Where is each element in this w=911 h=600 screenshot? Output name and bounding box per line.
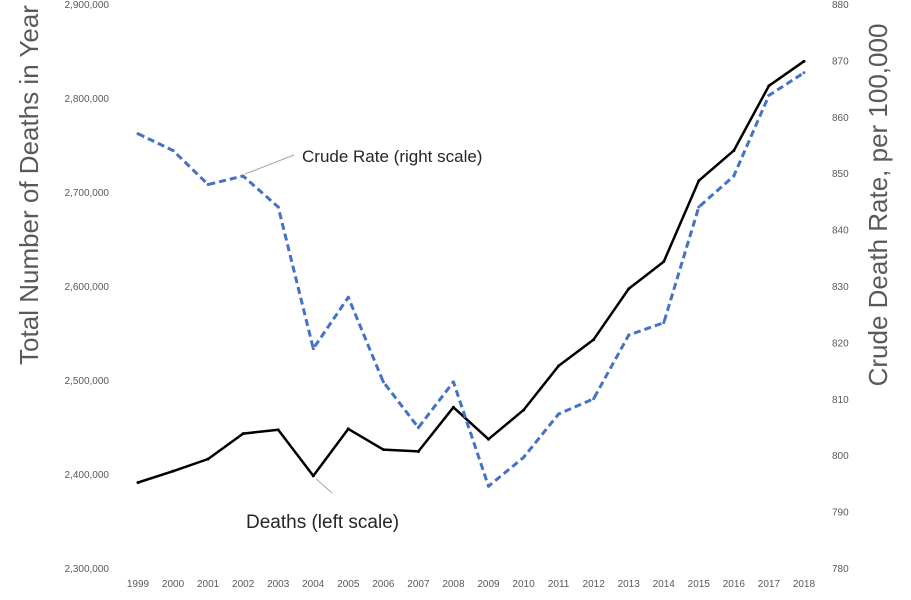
deaths-data-point: [627, 287, 631, 291]
x-tick-label: 2003: [267, 579, 290, 590]
left-tick-label: 2,600,000: [65, 282, 110, 293]
left-tick-label: 2,700,000: [65, 188, 110, 199]
deaths-data-point: [592, 338, 596, 342]
x-tick-label: 1999: [127, 579, 150, 590]
right-tick-label: 800: [832, 451, 849, 462]
x-tick-label: 2007: [407, 579, 430, 590]
x-tick-label: 2010: [512, 579, 535, 590]
right-tick-label: 820: [832, 338, 849, 349]
crude-rate-leader-line: [244, 154, 295, 175]
deaths-data-point: [171, 469, 175, 473]
right-tick-label: 860: [832, 113, 849, 124]
x-tick-label: 2016: [723, 579, 746, 590]
deaths-annotation: Deaths (left scale): [246, 512, 399, 533]
crude-rate-series-line: [137, 71, 805, 488]
deaths-data-point: [732, 149, 736, 153]
right-tick-label: 880: [832, 0, 849, 11]
right-tick-label: 780: [832, 564, 849, 575]
crude-rate-data-point: [451, 380, 455, 384]
crude-rate-data-point: [241, 174, 245, 178]
crude-rate-data-point: [206, 182, 210, 186]
crude-rate-data-point: [171, 149, 175, 153]
crude-rate-data-point: [767, 93, 771, 97]
right-tick-label: 840: [832, 226, 849, 237]
crude-rate-data-point: [136, 132, 140, 136]
x-tick-label: 2009: [477, 579, 500, 590]
right-tick-label: 810: [832, 395, 849, 406]
crude-rate-data-point: [802, 71, 806, 75]
crude-rate-data-point: [381, 380, 385, 384]
crude-rate-data-point: [416, 426, 420, 430]
left-axis-title: Total Number of Deaths in Year: [14, 5, 44, 365]
x-tick-label: 2002: [232, 579, 255, 590]
x-tick-label: 2013: [618, 579, 641, 590]
x-tick-label: 2011: [548, 579, 570, 590]
deaths-data-point: [381, 448, 385, 452]
crude-rate-data-point: [697, 205, 701, 209]
left-tick-label: 2,900,000: [65, 0, 110, 11]
deaths-data-point: [206, 457, 210, 461]
x-tick-label: 2014: [653, 579, 676, 590]
crude-rate-data-point: [311, 347, 315, 351]
crude-rate-data-point: [346, 295, 350, 299]
left-axis-tick-labels: 2,300,000 2,400,000 2,500,000 2,600,000 2,70…: [65, 0, 110, 575]
crude-rate-data-point: [487, 484, 490, 488]
deaths-data-point: [662, 260, 666, 264]
right-tick-label: 850: [832, 169, 849, 180]
x-tick-label: 2012: [583, 579, 606, 590]
left-tick-label: 2,500,000: [65, 376, 110, 387]
right-axis-tick-labels: 780 790 800 810 820 830 840 850 860 870 880: [832, 0, 849, 575]
x-tick-label: 2004: [302, 579, 325, 590]
x-tick-label: 2017: [758, 579, 781, 590]
crude-rate-data-point: [592, 397, 596, 401]
deaths-data-point: [276, 428, 280, 432]
x-tick-label: 2008: [442, 579, 465, 590]
x-tick-label: 2015: [688, 579, 711, 590]
x-tick-label: 2006: [372, 579, 395, 590]
deaths-data-point: [346, 427, 350, 431]
deaths-data-point: [487, 437, 490, 441]
deaths-data-point: [311, 474, 315, 478]
right-tick-label: 790: [832, 508, 849, 519]
right-axis-title: Crude Death Rate, per 100,000: [863, 24, 893, 387]
deaths-data-point: [802, 59, 806, 63]
left-tick-label: 2,800,000: [65, 94, 110, 105]
crude-rate-annotation: Crude Rate (right scale): [302, 147, 482, 166]
x-tick-label: 2000: [162, 579, 185, 590]
deaths-leader-line: [315, 478, 333, 494]
deaths-data-point: [451, 405, 455, 409]
x-axis-tick-labels: 1999 2000 2001 2002 2003 2004 2005 2006 2007 2008…: [127, 579, 816, 590]
deaths-data-point: [136, 480, 140, 484]
crude-rate-data-point: [627, 333, 631, 337]
deaths-data-point: [767, 84, 771, 88]
x-tick-label: 2001: [197, 579, 220, 590]
crude-rate-data-point: [732, 174, 736, 178]
crude-rate-data-point: [522, 455, 526, 459]
crude-rate-data-point: [276, 205, 280, 209]
x-tick-label: 2018: [793, 579, 816, 590]
left-tick-label: 2,300,000: [65, 564, 110, 575]
series-layer: [136, 59, 806, 488]
right-tick-label: 870: [832, 56, 849, 67]
left-tick-label: 2,400,000: [65, 470, 110, 481]
right-tick-label: 830: [832, 282, 849, 293]
deaths-data-point: [241, 432, 245, 436]
crude-rate-data-point: [662, 321, 666, 325]
x-tick-label: 2005: [337, 579, 360, 590]
deaths-data-point: [522, 408, 526, 412]
annotation-layer: Crude Rate (right scale) Deaths (left sc…: [244, 147, 482, 533]
deaths-data-point: [416, 449, 420, 453]
crude-rate-data-point: [557, 412, 561, 416]
deaths-data-point: [557, 364, 561, 368]
deaths-series-line: [137, 60, 805, 484]
deaths-data-point: [697, 179, 701, 183]
